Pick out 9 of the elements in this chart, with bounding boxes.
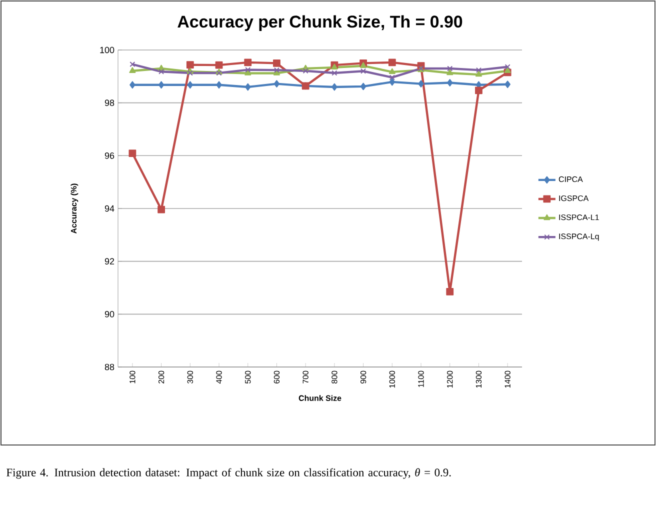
y-tick-label: 94 — [104, 205, 114, 212]
chart-title: Accuracy per Chunk Size, Th = 0.90 — [178, 15, 462, 31]
y-tick-label: 92 — [104, 258, 114, 265]
y-tick-label: 90 — [104, 310, 114, 318]
caption: Figure 4. Intrusion detection dataset: Impact of chunk size on classification accuracy, θ = 0.9. — [6, 468, 451, 479]
y-tick-label: 96 — [104, 152, 114, 159]
y-tick-label: 98 — [104, 100, 114, 106]
y-tick-label: 100 — [100, 46, 114, 54]
y-tick-label: 88 — [104, 364, 114, 370]
